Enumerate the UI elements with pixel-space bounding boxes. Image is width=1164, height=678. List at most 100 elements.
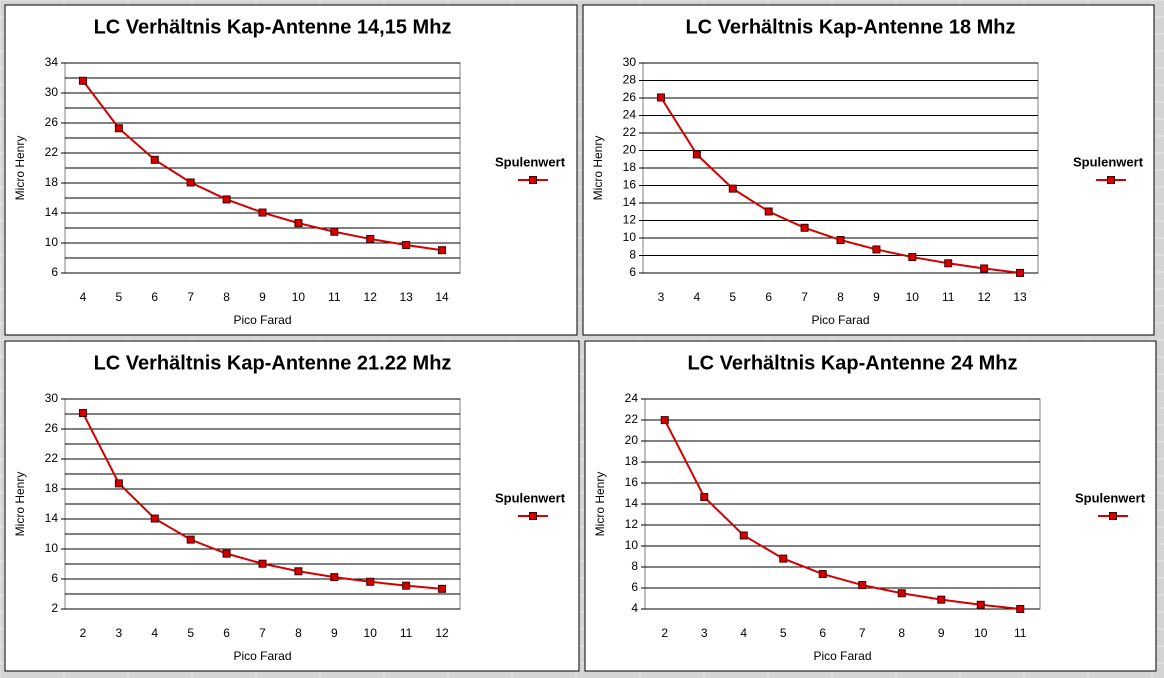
y-tick-label: 10: [625, 538, 639, 552]
point-marker: [366, 234, 375, 243]
y-tick-label: 26: [623, 90, 637, 104]
x-tick-label: 3: [658, 290, 665, 304]
x-tick-label: 11: [328, 290, 341, 304]
point-marker: [150, 155, 159, 164]
y-tick-label: 30: [45, 85, 59, 99]
y-tick-label: 18: [623, 160, 637, 174]
x-axis-title: Pico Farad: [811, 313, 869, 327]
y-tick-label: 6: [629, 265, 636, 279]
point-marker: [1016, 268, 1025, 277]
y-tick-label: 28: [623, 73, 637, 87]
point-marker: [818, 570, 827, 579]
x-tick-label: 8: [837, 290, 844, 304]
legend-label: Spulenwert: [1075, 490, 1146, 505]
point-marker: [366, 577, 375, 586]
point-marker: [150, 514, 159, 523]
point-marker: [739, 531, 748, 540]
x-tick-label: 2: [661, 626, 668, 640]
x-tick-label: 12: [435, 626, 449, 640]
x-tick-label: 9: [873, 290, 880, 304]
x-tick-label: 4: [740, 626, 747, 640]
point-marker: [779, 554, 788, 563]
point-marker: [330, 227, 339, 236]
y-tick-label: 22: [45, 145, 59, 159]
point-marker: [402, 581, 411, 590]
y-tick-label: 22: [623, 125, 637, 139]
point-marker: [800, 223, 809, 232]
x-tick-label: 6: [819, 626, 826, 640]
x-tick-label: 3: [116, 626, 123, 640]
y-tick-label: 10: [45, 541, 59, 555]
y-tick-label: 14: [45, 511, 59, 525]
point-marker: [258, 559, 267, 568]
y-tick-label: 18: [625, 454, 639, 468]
y-tick-label: 8: [629, 248, 636, 262]
point-marker: [692, 150, 701, 159]
point-marker: [258, 208, 267, 217]
y-tick-label: 20: [625, 433, 639, 447]
point-marker: [78, 409, 87, 418]
x-tick-label: 13: [1013, 290, 1027, 304]
x-tick-label: 12: [977, 290, 991, 304]
y-tick-label: 4: [631, 601, 638, 615]
x-tick-label: 5: [116, 290, 123, 304]
x-tick-label: 7: [187, 290, 194, 304]
y-tick-label: 14: [623, 195, 637, 209]
legend-marker: [1109, 512, 1117, 520]
x-tick-label: 11: [942, 290, 955, 304]
y-axis-title: Micro Henry: [593, 472, 607, 537]
x-tick-label: 5: [780, 626, 787, 640]
chart-panel: LC Verhältnis Kap-Antenne 24 Mhz 4 6 8 10 12 1…: [584, 340, 1157, 672]
y-tick-label: 20: [623, 143, 637, 157]
y-tick-label: 14: [625, 496, 639, 510]
x-tick-label: 7: [259, 626, 266, 640]
y-tick-label: 6: [631, 580, 638, 594]
y-tick-label: 10: [45, 235, 59, 249]
chart-panel: LC Verhältnis Kap-Antenne 21.22 Mhz26101…: [4, 340, 580, 672]
y-tick-label: 14: [45, 205, 59, 219]
legend-marker: [529, 512, 537, 520]
x-tick-label: 5: [187, 626, 194, 640]
point-marker: [764, 207, 773, 216]
chart-title: LC Verhältnis Kap-Antenne 21.22 Mhz: [94, 352, 452, 374]
x-axis-title: Pico Farad: [233, 649, 291, 663]
point-marker: [858, 581, 867, 590]
x-axis-title: Pico Farad: [233, 313, 291, 327]
x-tick-label: 9: [938, 626, 945, 640]
x-tick-label: 4: [151, 626, 158, 640]
legend-label: Spulenwert: [495, 490, 566, 505]
chart-title: LC Verhältnis Kap-Antenne 14,15 Mhz: [94, 16, 452, 38]
y-tick-label: 30: [45, 391, 59, 405]
y-tick-label: 12: [623, 213, 637, 227]
point-marker: [402, 241, 411, 250]
chart-title: LC Verhältnis Kap-Antenne 24 Mhz: [687, 352, 1017, 374]
chart-title: LC Verhältnis Kap-Antenne 18 Mhz: [685, 16, 1015, 38]
y-axis-title: Micro Henry: [13, 472, 27, 537]
point-marker: [660, 416, 669, 425]
x-tick-label: 4: [80, 290, 87, 304]
x-tick-label: 6: [765, 290, 772, 304]
y-tick-label: 6: [51, 571, 58, 585]
point-marker: [872, 245, 881, 254]
y-tick-label: 6: [51, 265, 58, 279]
y-axis-title: Micro Henry: [13, 136, 27, 201]
y-tick-label: 22: [45, 451, 59, 465]
legend-marker: [529, 176, 537, 184]
point-marker: [700, 493, 709, 502]
point-marker: [728, 184, 737, 193]
y-tick-label: 18: [45, 175, 59, 189]
x-tick-label: 11: [400, 626, 413, 640]
x-tick-label: 8: [223, 290, 230, 304]
y-tick-label: 24: [623, 108, 637, 122]
y-tick-label: 26: [45, 115, 59, 129]
x-tick-label: 5: [729, 290, 736, 304]
x-tick-label: 14: [435, 290, 449, 304]
x-tick-label: 10: [364, 626, 378, 640]
x-tick-label: 11: [1014, 626, 1027, 640]
point-marker: [1016, 605, 1025, 613]
point-marker: [114, 479, 123, 488]
point-marker: [222, 549, 231, 558]
y-tick-label: 30: [623, 55, 637, 69]
x-tick-label: 13: [399, 290, 413, 304]
